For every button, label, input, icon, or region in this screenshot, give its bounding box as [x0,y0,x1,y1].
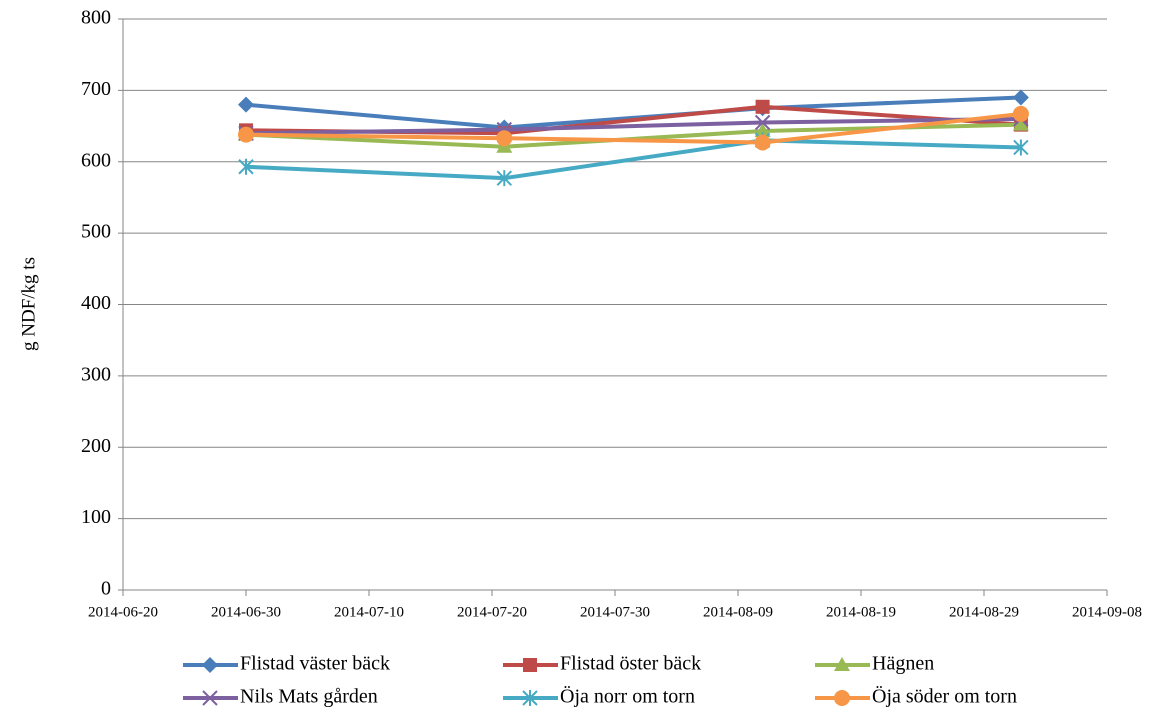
y-tick-label: 100 [81,506,111,528]
x-tick-label: 2014-07-20 [457,604,527,620]
x-tick-label: 2014-08-09 [703,604,773,620]
series-line [245,138,1021,181]
legend-marker [834,657,850,671]
legend-marker [202,657,218,673]
marker [755,99,770,114]
series-line [245,111,1022,145]
series-line [245,116,1021,136]
x-tick-label: 2014-09-08 [1072,604,1142,620]
legend-label: Flistad öster bäck [560,653,701,675]
legend-label: Nils Mats gården [240,686,378,708]
y-tick-label: 600 [81,149,111,171]
marker [754,123,771,138]
marker [1012,89,1029,106]
x-tick-label: 2014-08-19 [826,604,896,620]
marker [496,170,513,187]
marker [754,114,771,131]
marker [238,96,254,113]
marker [1012,105,1029,122]
marker [1012,116,1029,131]
x-tick-label: 2014-08-29 [949,604,1019,620]
y-tick-label: 200 [81,435,111,457]
y-tick-label: 300 [81,363,111,385]
legend-label: Hägnen [872,653,934,675]
marker [1013,139,1029,156]
marker [754,134,771,151]
marker [238,158,254,175]
y-tick-label: 500 [81,221,111,243]
legend-label: Flistad väster bäck [240,653,390,675]
y-tick-label: 400 [81,292,111,314]
marker [496,130,513,147]
legend-marker [202,690,218,706]
marker [238,126,254,143]
y-tick-label: 700 [81,78,111,100]
legend-label: Öja norr om torn [560,685,695,708]
x-tick-label: 2014-06-30 [211,604,281,620]
legend-marker [834,690,850,706]
legend-label: Öja söder om torn [872,685,1017,708]
legend-marker [523,658,537,672]
y-tick-label: 800 [81,7,111,29]
x-tick-label: 2014-07-10 [334,604,404,620]
x-tick-label: 2014-07-30 [580,604,650,620]
series-line [245,95,1021,130]
y-tick-label: 0 [101,578,111,600]
legend-marker [522,690,538,706]
y-axis-label: g NDF/kg ts [18,257,39,351]
x-tick-label: 2014-06-20 [88,604,158,620]
